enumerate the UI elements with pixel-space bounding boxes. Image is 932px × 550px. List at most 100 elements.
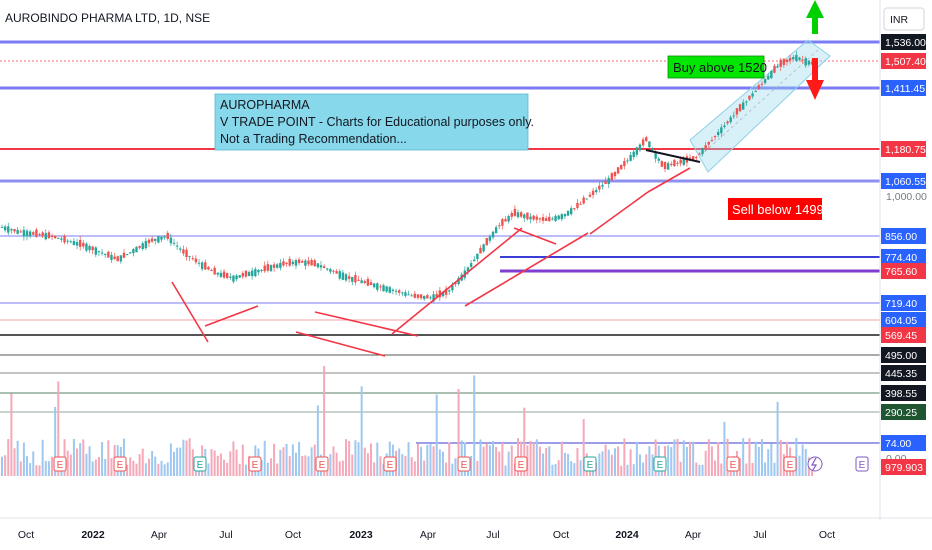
volume-bar xyxy=(742,438,745,476)
chart-title: AUROBINDO PHARMA LTD, 1D, NSE xyxy=(5,11,210,25)
price-candle xyxy=(457,276,460,286)
earnings-icon[interactable]: E xyxy=(457,456,471,472)
price-level-label: 719.40 xyxy=(885,298,917,310)
volume-bar xyxy=(16,440,19,476)
price-candle xyxy=(410,293,413,297)
volume-bar xyxy=(370,443,373,476)
price-label-bg xyxy=(881,249,926,265)
volume-bar xyxy=(376,442,379,476)
price-label-bg xyxy=(881,459,926,475)
volume-bar xyxy=(310,447,313,476)
volume-bar xyxy=(91,461,94,476)
volume-bar xyxy=(366,453,369,476)
volume-bar xyxy=(285,443,288,476)
volume-bar xyxy=(316,405,319,476)
price-candle xyxy=(429,295,432,300)
price-candle xyxy=(16,227,19,235)
volume-bar xyxy=(147,458,150,476)
price-candle xyxy=(238,275,241,278)
price-candle xyxy=(232,274,235,284)
price-label-bg xyxy=(881,228,926,244)
price-candle xyxy=(78,236,82,251)
volume-bar xyxy=(129,457,132,476)
price-candle xyxy=(757,83,761,91)
earnings-icon[interactable]: E xyxy=(315,456,329,472)
price-candle xyxy=(188,255,191,262)
volume-bar xyxy=(720,463,723,476)
volume-bar xyxy=(54,406,57,476)
price-candle xyxy=(3,224,7,233)
volume-bar xyxy=(323,366,326,476)
earnings-icon[interactable]: E xyxy=(514,456,528,472)
x-tick-label: 2024 xyxy=(615,529,639,541)
x-tick-label: Jul xyxy=(486,529,499,541)
volume-bar xyxy=(441,451,444,476)
volume-bar xyxy=(538,446,541,476)
price-candle xyxy=(310,258,313,266)
volume-bar xyxy=(582,419,585,476)
trendlines xyxy=(171,149,701,357)
price-candle xyxy=(548,212,551,222)
price-candle xyxy=(573,207,576,211)
earnings-icon[interactable]: E xyxy=(583,456,597,472)
volume-bar xyxy=(32,451,35,476)
x-tick-label: Oct xyxy=(18,529,34,541)
price-candle xyxy=(770,70,773,80)
price-candle xyxy=(595,187,598,195)
price-candle xyxy=(354,271,357,286)
volume-bar xyxy=(751,462,754,476)
volume-bar xyxy=(338,461,341,476)
volume-bar xyxy=(313,444,316,476)
price-level-label: 856.00 xyxy=(885,231,917,243)
price-candle xyxy=(25,228,29,241)
volume-bar xyxy=(66,450,69,476)
volume-bar xyxy=(35,465,38,476)
volume-bar xyxy=(179,447,182,476)
price-level-label: 774.40 xyxy=(885,252,917,264)
price-candle xyxy=(210,268,213,271)
price-candle xyxy=(244,270,248,279)
earnings-icon[interactable]: E xyxy=(53,456,67,472)
x-tick-label: Jul xyxy=(219,529,232,541)
volume-bar xyxy=(345,439,348,476)
volume-bar xyxy=(373,462,376,476)
price-candle xyxy=(423,295,426,301)
volume-bar xyxy=(632,464,635,476)
price-candle xyxy=(532,214,535,222)
volume-bar xyxy=(567,453,570,476)
dividend-icon[interactable] xyxy=(807,456,823,472)
price-candle xyxy=(632,148,635,160)
earnings-icon[interactable]: E xyxy=(383,456,397,472)
earnings-icon[interactable]: E xyxy=(653,456,667,472)
earnings-icon[interactable]: E xyxy=(726,456,740,472)
volume-bar xyxy=(135,463,138,476)
price-candle xyxy=(97,250,101,257)
volume-bar xyxy=(770,443,773,476)
price-level-label: 1,060.55 xyxy=(885,176,926,188)
price-candle xyxy=(488,234,492,244)
volume-bar xyxy=(332,446,335,476)
price-candle xyxy=(676,161,679,167)
volume-bar xyxy=(473,375,476,476)
price-candle xyxy=(372,282,376,289)
earnings-icon[interactable]: E xyxy=(113,456,127,472)
price-candle xyxy=(748,95,751,101)
earnings-icon[interactable]: E xyxy=(783,456,797,472)
volume-bar xyxy=(360,386,363,476)
earnings-icon[interactable]: E xyxy=(193,456,207,472)
price-candle xyxy=(322,264,326,269)
x-tick-label: 2023 xyxy=(349,529,373,541)
volume-bar xyxy=(298,441,301,476)
price-candle xyxy=(50,233,54,241)
earnings-icon[interactable]: E xyxy=(248,456,262,472)
earnings-icon[interactable]: E xyxy=(855,456,869,472)
volume-bar xyxy=(94,459,97,476)
volume-bar xyxy=(507,451,510,476)
price-candle xyxy=(247,270,251,277)
volume-bar xyxy=(341,460,344,476)
price-candle xyxy=(494,225,498,234)
volume-bar xyxy=(576,448,579,476)
price-candle xyxy=(710,136,714,142)
